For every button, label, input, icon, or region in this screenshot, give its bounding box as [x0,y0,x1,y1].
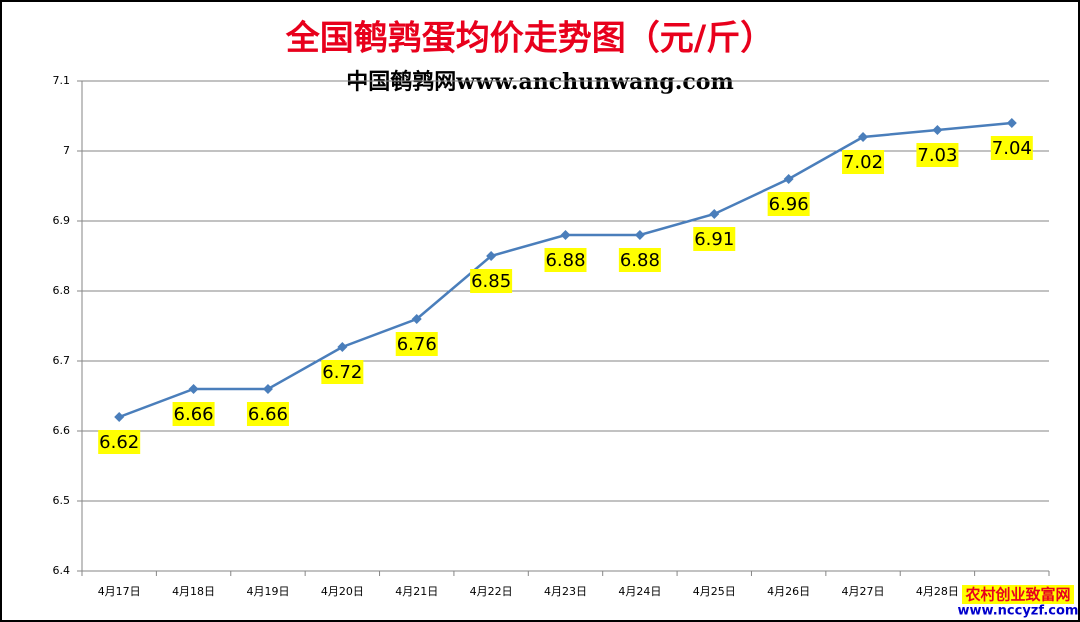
value-label-bg [618,248,661,272]
value-label-bg [842,150,885,174]
value-label-bg [395,332,438,356]
value-label-bg [916,143,959,167]
value-label: 7.04 [992,138,1032,159]
value-label-bg [693,227,736,251]
x-tick-label: 4月26日 [767,585,810,598]
value-label: 6.66 [248,404,288,425]
watermark-bg [962,585,1074,604]
value-label: 6.88 [545,250,585,271]
point-marker [486,251,497,261]
value-label-bg [246,402,289,426]
y-tick-label: 7 [63,144,70,157]
point-marker [709,209,720,219]
watermark-url: www.nccyzf.com [958,604,1079,619]
y-tick-label: 6.4 [53,564,71,577]
point-marker [783,174,794,184]
value-label-bg [470,269,513,293]
x-tick-label: 4月25日 [693,585,736,598]
x-tick-label: 4月21日 [395,585,438,598]
value-label: 6.66 [174,404,214,425]
point-marker [188,384,199,394]
watermark-name: 农村创业致富网 [964,586,1070,604]
value-label-bg [990,136,1033,160]
value-label: 7.03 [917,145,957,166]
y-tick-label: 6.9 [53,214,71,227]
x-tick-label: 4月18日 [172,585,215,598]
point-marker [560,230,571,240]
x-tick-label: 4月28日 [916,585,959,598]
value-label: 6.91 [694,229,734,250]
chart-subtitle: 中国鹌鹑网www.anchunwang.com [346,69,733,95]
x-tick-label: 4月20日 [321,585,364,598]
y-tick-label: 6.6 [53,424,71,437]
chart-title: 全国鹌鹑蛋均价走势图（元/斤） [285,19,774,59]
point-marker [262,384,273,394]
value-label-bg [98,430,141,454]
value-label-bg [172,402,215,426]
value-label: 6.85 [471,271,511,292]
y-tick-label: 6.5 [53,494,71,507]
value-label: 6.96 [769,194,809,215]
value-label: 7.02 [843,152,883,173]
x-tick-label: 4月19日 [246,585,289,598]
y-tick-label: 7.1 [53,74,71,87]
x-tick-label: 4月17日 [98,585,141,598]
value-label: 6.88 [620,250,660,271]
point-marker [932,125,943,135]
y-tick-label: 6.8 [53,284,71,297]
x-tick-label: 4月22日 [470,585,513,598]
watermark: 农村创业致富网 www.nccyzf.com [958,585,1079,619]
point-marker [114,412,125,422]
x-tick-label: 4月27日 [842,585,885,598]
value-label-bg [767,192,810,216]
value-label: 6.76 [397,334,437,355]
x-tick-label: 4月23日 [544,585,587,598]
point-marker [858,132,869,142]
value-label: 6.62 [99,432,139,453]
point-marker [634,230,645,240]
value-label-bg [544,248,587,272]
value-label-bg [321,360,364,384]
point-marker [337,342,348,352]
point-marker [1006,118,1017,128]
point-marker [411,314,422,324]
value-label: 6.72 [322,362,362,383]
y-tick-label: 6.7 [53,354,71,367]
x-tick-label: 4月24日 [618,585,661,598]
